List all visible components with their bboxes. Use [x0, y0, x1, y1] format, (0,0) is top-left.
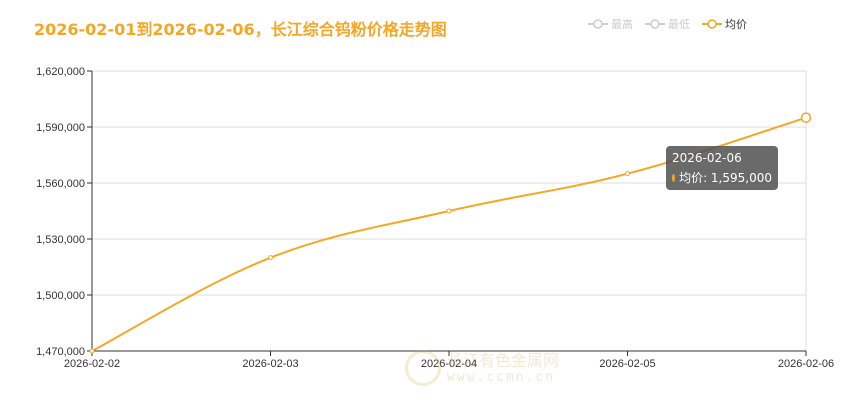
y-tick-label: 1,470,000 [36, 346, 85, 358]
legend-label: 均价 [725, 18, 747, 31]
x-tick-label: 2026-02-03 [242, 358, 298, 370]
tooltip-value: 均价: 1,595,000 [679, 171, 772, 185]
y-tick-label: 1,590,000 [36, 122, 85, 134]
x-tick-label: 2026-02-06 [778, 358, 834, 370]
x-tick-label: 2026-02-02 [64, 358, 120, 370]
data-point [268, 255, 273, 261]
y-tick-label: 1,500,000 [36, 290, 85, 302]
tooltip-series-dot-icon [672, 173, 676, 182]
data-point [625, 171, 630, 177]
legend-item-highest[interactable]: 最高 [588, 16, 633, 32]
data-point [446, 208, 452, 214]
legend: 最高 最低 均价 [588, 16, 747, 32]
legend-line-icon [645, 19, 665, 29]
y-tick-label: 1,620,000 [36, 66, 85, 78]
legend-item-average[interactable]: 均价 [702, 16, 747, 32]
legend-label: 最低 [668, 18, 690, 31]
tooltip-date: 2026-02-06 [672, 151, 742, 165]
tooltip: 2026-02-06 均价: 1,595,000 [666, 146, 778, 190]
y-tick-label: 1,530,000 [36, 234, 85, 246]
chart-title: 2026-02-01到2026-02-06，长江综合钨粉价格走势图 [34, 20, 447, 39]
legend-line-icon [588, 19, 608, 29]
legend-line-icon [702, 19, 722, 29]
data-point [800, 112, 812, 123]
x-tick-label: 2026-02-04 [421, 358, 477, 370]
y-tick-label: 1,560,000 [36, 178, 85, 190]
legend-item-lowest[interactable]: 最低 [645, 16, 690, 32]
data-point [89, 348, 95, 354]
x-tick-label: 2026-02-05 [599, 358, 655, 370]
legend-label: 最高 [611, 18, 633, 31]
